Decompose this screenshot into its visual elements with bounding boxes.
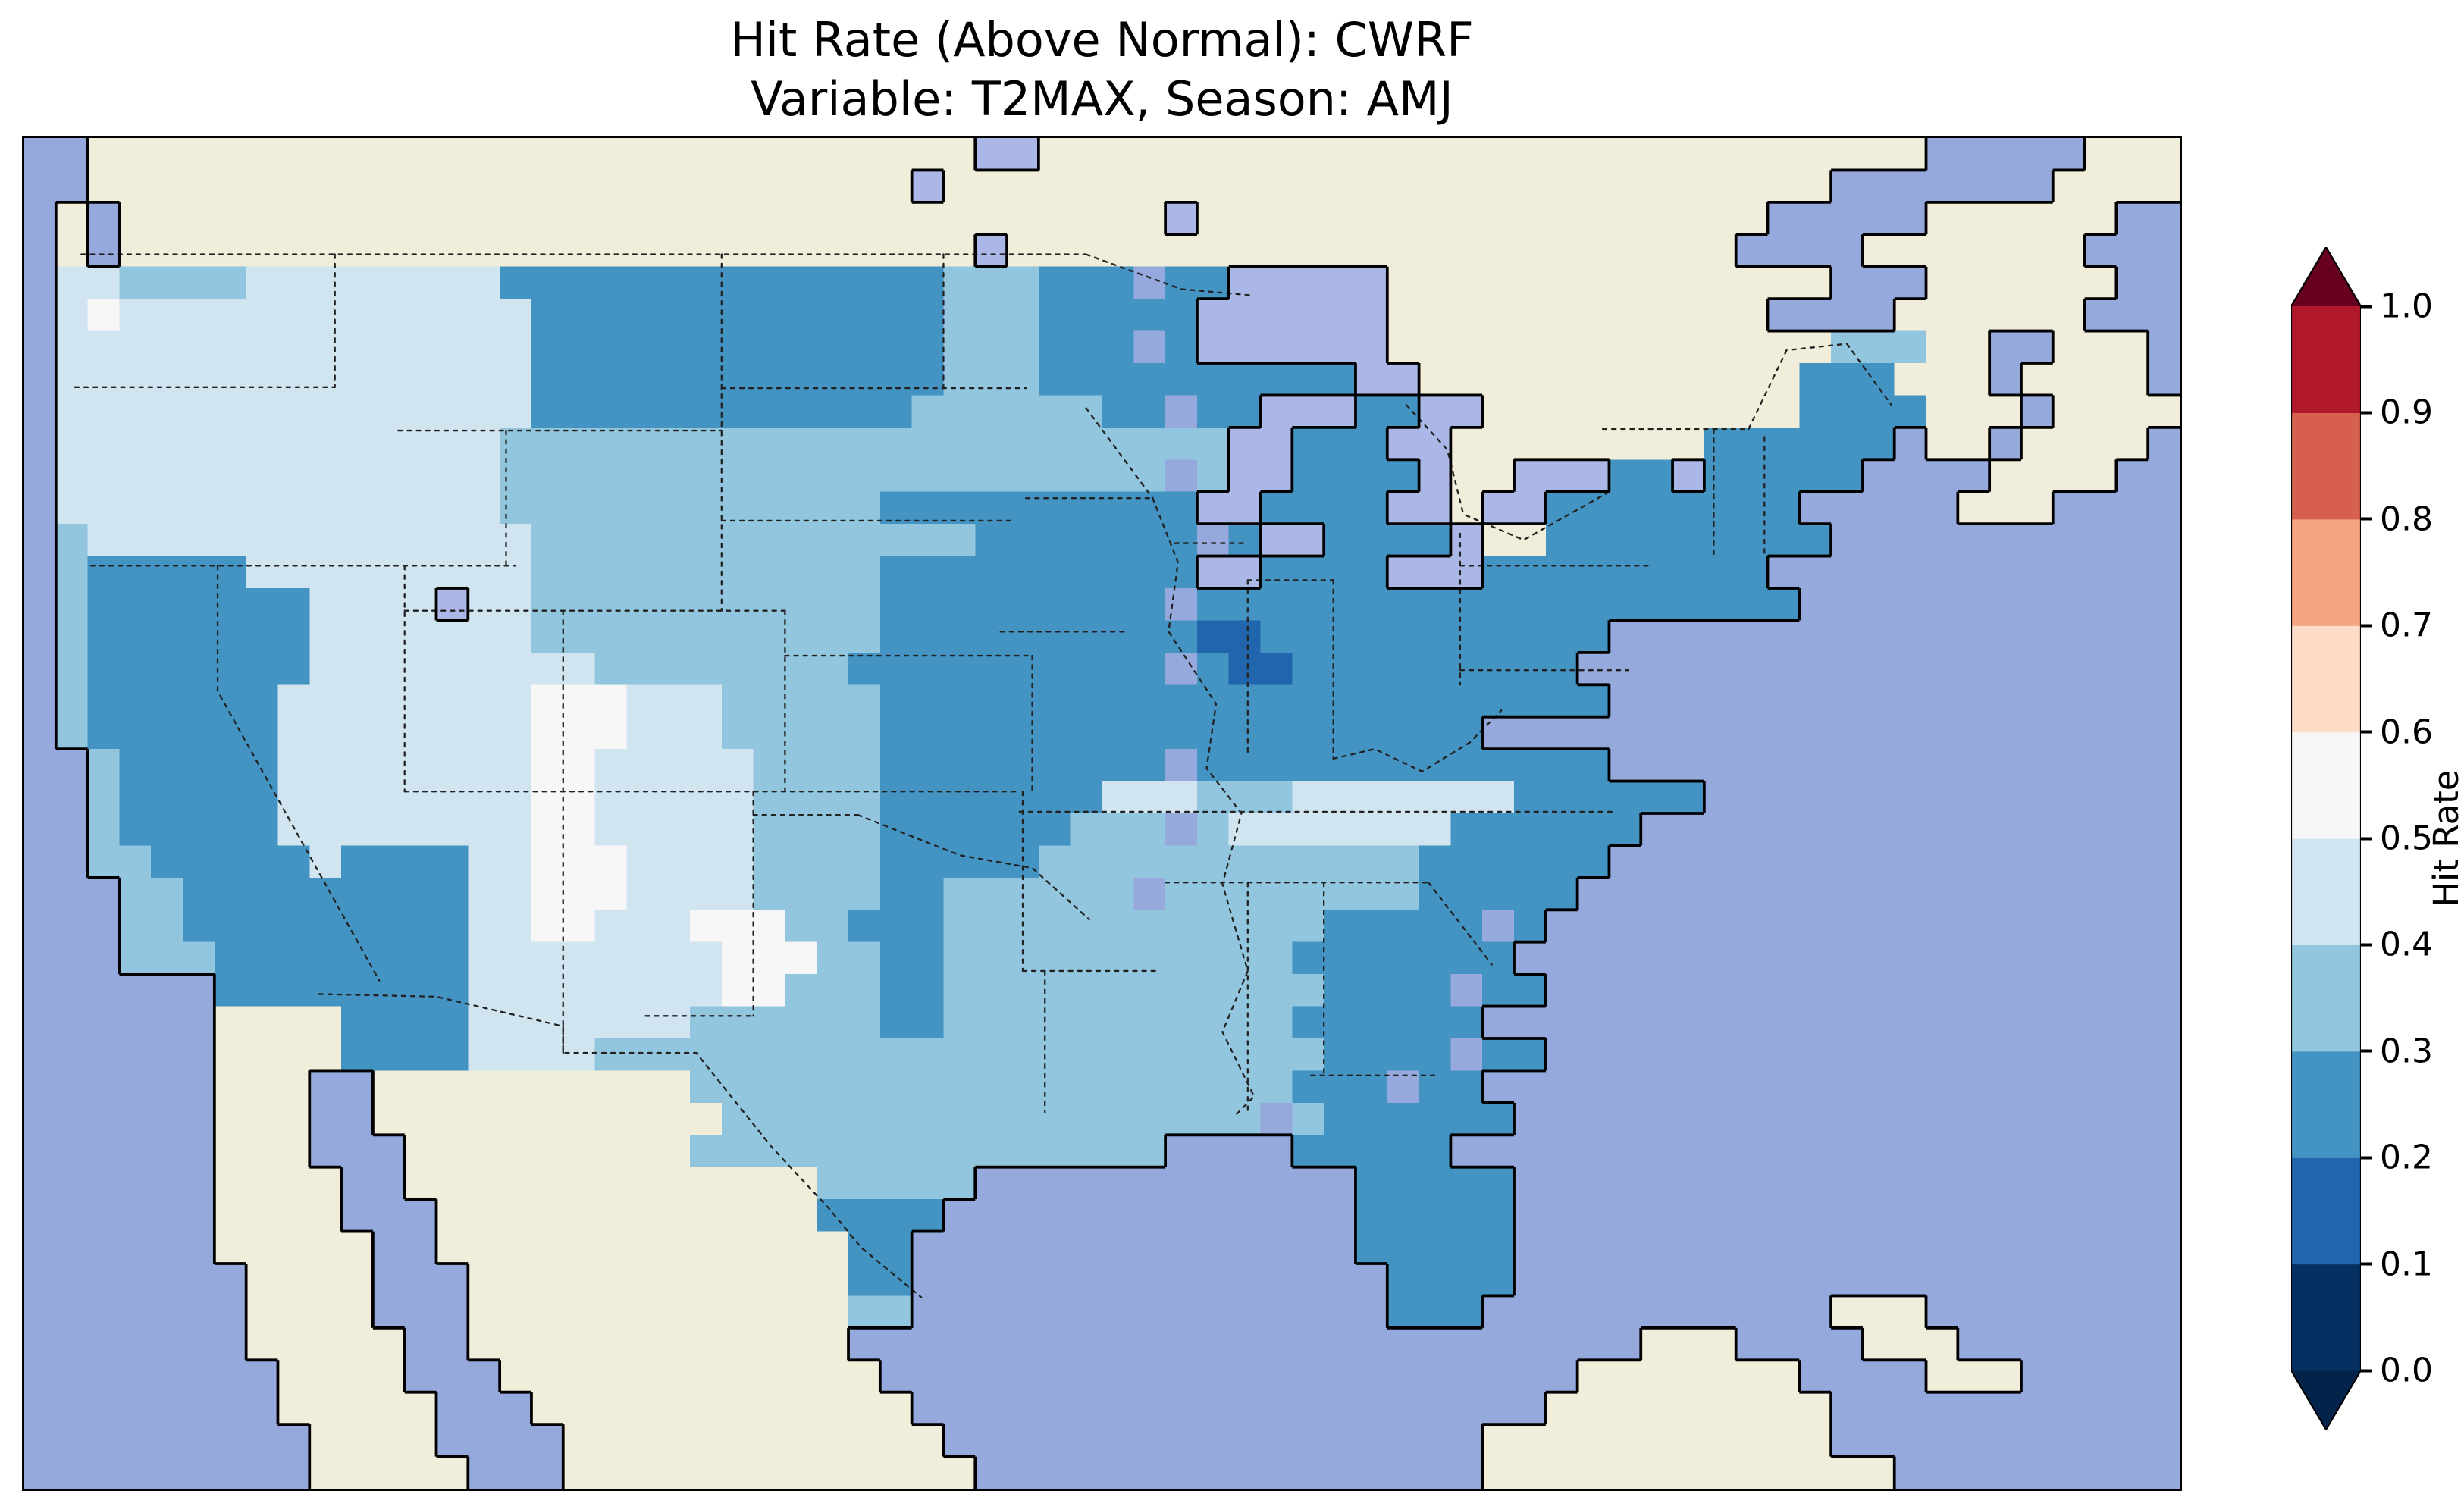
colorbar-tickmark <box>2361 943 2372 947</box>
colorbar-tickmark <box>2361 305 2372 308</box>
figure-title-line1: Hit Rate (Above Normal): CWRF <box>730 12 1474 67</box>
map-plot-area <box>22 136 2182 1491</box>
colorbar-scale <box>2291 247 2361 1430</box>
figure-title-line2: Variable: T2MAX, Season: AMJ <box>751 71 1453 127</box>
colorbar-tick: 0.4 <box>2361 926 2433 964</box>
colorbar-tick: 0.6 <box>2361 713 2433 751</box>
colorbar-tick-label: 0.0 <box>2380 1351 2433 1390</box>
coastline <box>54 138 2180 1489</box>
colorbar-axis-label: Hit Rate <box>2426 769 2464 907</box>
colorbar-tick: 0.2 <box>2361 1139 2433 1177</box>
colorbar-tickmark <box>2361 730 2372 734</box>
colorbar-tick: 0.7 <box>2361 606 2433 645</box>
colorbar-tickmark <box>2361 1369 2372 1372</box>
colorbar-tick: 0.5 <box>2361 819 2433 858</box>
colorbar-tickmark <box>2361 1156 2372 1160</box>
colorbar-ticks: 1.0 0.9 0.8 0.7 0.6 0.5 0.4 0.3 0.2 0.1 0.0 <box>2361 247 2464 1430</box>
colorbar-tick: 1.0 <box>2361 287 2433 326</box>
colorbar-tickmark <box>2361 517 2372 521</box>
figure-title: Hit Rate (Above Normal): CWRF Variable: … <box>22 11 2182 129</box>
colorbar-tickmark <box>2361 1049 2372 1053</box>
colorbar-tick-label: 0.4 <box>2380 925 2433 964</box>
colorbar-tickmark <box>2361 1262 2372 1266</box>
us-hit-rate-map <box>24 138 2180 1489</box>
colorbar-tick: 0.9 <box>2361 393 2433 432</box>
colorbar-tickmark <box>2361 411 2372 415</box>
colorbar: 1.0 0.9 0.8 0.7 0.6 0.5 0.4 0.3 0.2 0.1 0.0 <box>2291 247 2464 1430</box>
colorbar-tick-label: 0.5 <box>2380 819 2433 858</box>
colorbar-tick-label: 0.3 <box>2380 1032 2433 1071</box>
colorbar-tick: 0.8 <box>2361 500 2433 538</box>
colorbar-tick-label: 0.1 <box>2380 1245 2433 1284</box>
colorbar-tick-label: 0.9 <box>2380 393 2433 432</box>
colorbar-tick-label: 0.8 <box>2380 500 2433 539</box>
state-borders <box>74 253 1892 1298</box>
map-grid-cells <box>24 138 2180 1489</box>
colorbar-tick-label: 0.6 <box>2380 713 2433 752</box>
colorbar-tickmark <box>2361 624 2372 628</box>
colorbar-tick-label: 0.7 <box>2380 606 2433 645</box>
colorbar-tickmark <box>2361 837 2372 840</box>
colorbar-tick-label: 1.0 <box>2380 287 2433 326</box>
colorbar-tick: 0.0 <box>2361 1351 2433 1390</box>
colorbar-tick-label: 0.2 <box>2380 1138 2433 1177</box>
colorbar-tick: 0.1 <box>2361 1245 2433 1283</box>
colorbar-tick: 0.3 <box>2361 1032 2433 1070</box>
